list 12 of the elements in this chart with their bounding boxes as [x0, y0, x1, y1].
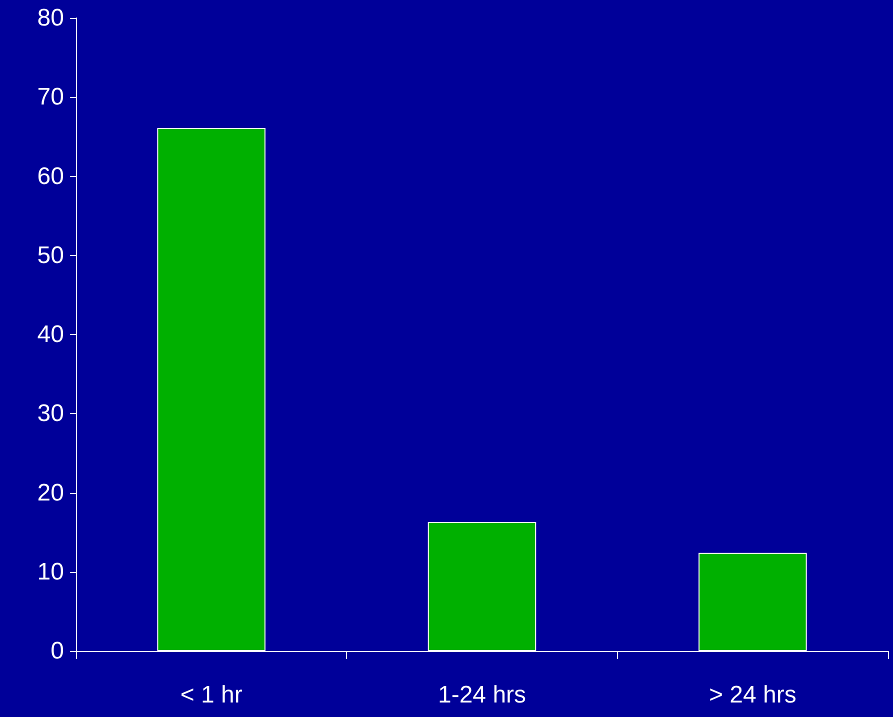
y-tick-label: 30	[37, 400, 64, 428]
y-tick-label: 40	[37, 321, 64, 348]
x-tick-label: < 1 hr	[180, 682, 242, 708]
y-tick-label: 0	[50, 638, 64, 664]
y-tick-label: 80	[37, 4, 64, 32]
y-tick-label: 60	[37, 162, 64, 190]
y-tick-label: 50	[37, 242, 64, 269]
y-tick-label: 20	[37, 479, 64, 506]
y-tick-label: 70	[37, 84, 64, 111]
y-tick-label: 10	[37, 558, 64, 586]
x-tick-label: 1-24 hrs	[438, 682, 526, 708]
x-tick-label: > 24 hrs	[708, 682, 796, 708]
